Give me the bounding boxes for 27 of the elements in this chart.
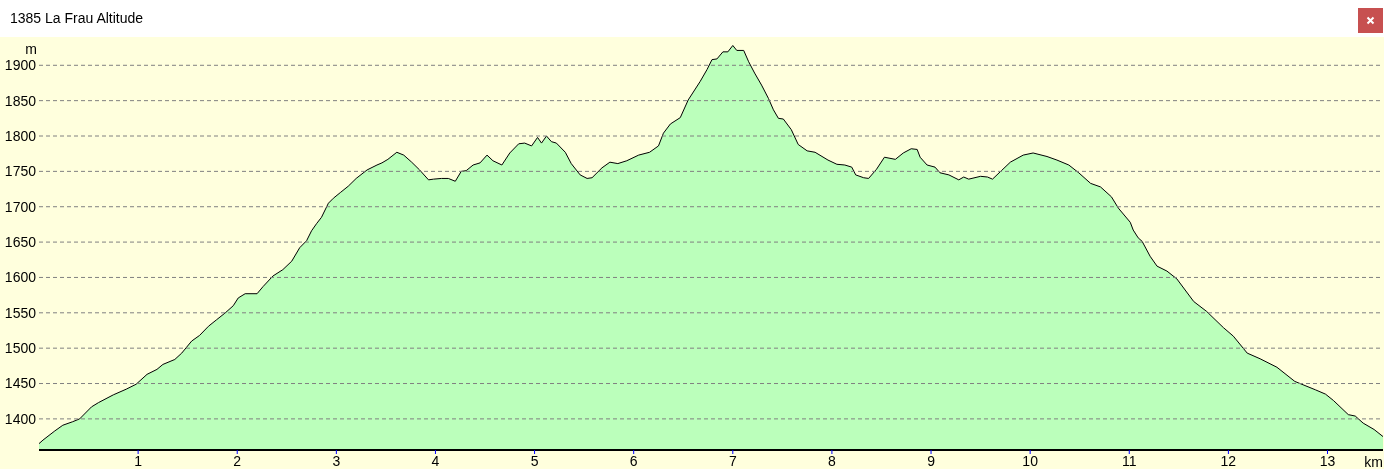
x-tick-label: 6: [629, 452, 638, 469]
x-tick-label: 10: [1022, 452, 1039, 469]
y-tick-label: 1400: [4, 410, 37, 427]
x-tick-label: 12: [1220, 452, 1237, 469]
x-tick-label: 13: [1319, 452, 1336, 469]
y-tick-label: 1500: [4, 340, 37, 357]
y-tick-label: 1450: [4, 375, 37, 392]
x-tick-label: 9: [927, 452, 936, 469]
x-tick-label: 8: [828, 452, 837, 469]
chart-title: 1385 La Frau Altitude: [10, 10, 144, 27]
y-tick-label: 1900: [4, 57, 37, 74]
x-tick-label: 5: [530, 452, 539, 469]
y-tick-label: 1550: [4, 304, 37, 321]
y-tick-label: 1650: [4, 234, 37, 251]
x-tick-label: 3: [332, 452, 341, 469]
x-tick-label: 1: [134, 452, 143, 469]
x-tick-label: 7: [728, 452, 737, 469]
y-tick-label: 1700: [4, 198, 37, 215]
y-axis-title: m: [25, 41, 37, 57]
y-tick-label: 1850: [4, 92, 37, 109]
y-tick-label: 1800: [4, 127, 37, 144]
y-tick-label: 1750: [4, 163, 37, 180]
x-axis-title: km: [1364, 454, 1383, 469]
x-tick-label: 4: [431, 452, 440, 469]
y-tick-label: 1600: [4, 269, 37, 286]
x-tick-label: 11: [1121, 452, 1137, 469]
x-tick-label: 2: [233, 452, 242, 469]
